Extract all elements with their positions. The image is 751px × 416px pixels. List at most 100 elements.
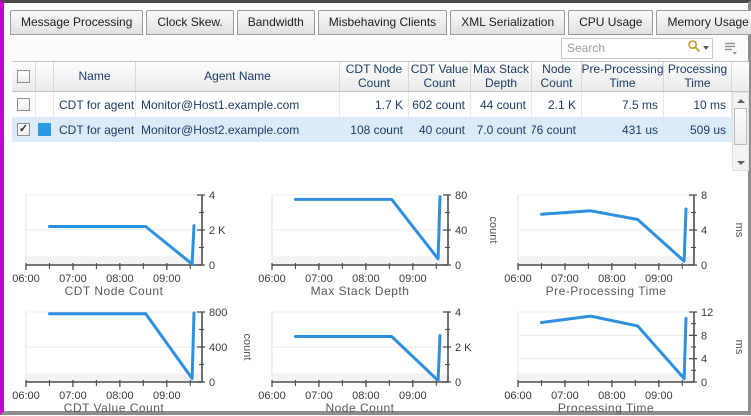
cell-pre-processing-time: 431 us [582,117,664,142]
svg-text:12: 12 [701,307,713,319]
svg-text:09:00: 09:00 [399,390,427,402]
svg-text:07:00: 07:00 [551,273,579,285]
chart-title: Pre-Processing Time [546,284,667,298]
arrow-down-icon [736,160,745,165]
toolbar [4,35,748,61]
column-header-agent-name[interactable]: Agent Name [136,62,340,91]
column-header-pre-processing-time[interactable]: Pre-Processing Time [582,62,664,91]
svg-text:0: 0 [209,377,215,389]
cell-name: CDT for agent 3 [54,92,136,117]
column-header-label: Agent Name [204,68,271,83]
svg-text:4: 4 [455,307,461,319]
row-checkbox-cell: ✓ [12,117,36,142]
svg-text:4: 4 [701,225,707,237]
svg-text:07:00: 07:00 [59,273,87,285]
svg-text:09:00: 09:00 [645,390,673,402]
table-row[interactable]: ✓ CDT for agent 5 Monitor@Host2.example.co… [12,117,749,142]
svg-text:2 K: 2 K [455,342,472,354]
tab-bandwidth[interactable]: Bandwidth [236,10,315,35]
svg-text:0: 0 [701,260,707,272]
column-header-label: Count [540,75,573,90]
scroll-up-button[interactable] [733,93,748,108]
search-box[interactable] [561,37,713,59]
chart-cdt-node-count: 0 2 K 4 06:00 07:00 08:00 09:00 CDT Node Count [8,189,254,299]
svg-text:08:00: 08:00 [352,273,380,285]
svg-text:0: 0 [455,260,461,272]
cell-cdt-node-count: 108 count [340,117,409,142]
chart-max-stack-depth: 0 40 80 count 06:00 07:00 08:00 09:00 Max Stack … [254,189,500,299]
column-header-label: Count [423,75,456,90]
table-body: CDT for agent 3 Monitor@Host1.example.com… [12,92,749,142]
magnifier-icon[interactable] [687,39,701,58]
chart-node-count: 0 2 K 4 06:00 07:00 08:00 09:00 Node Count [254,306,500,416]
column-header-name[interactable]: Name [54,62,136,91]
row-checkbox[interactable] [17,98,30,111]
chart-title: CDT Node Count [65,284,164,298]
cell-agent-name: Monitor@Host1.example.com [136,92,340,117]
cell-processing-time: 10 ms [664,92,732,117]
cell-agent-name: Monitor@Host2.example.com [136,117,340,142]
cell-pre-processing-time: 7.5 ms [582,92,664,117]
svg-text:count: count [241,334,253,361]
search-options-caret-icon[interactable] [703,46,709,50]
cell-cdt-node-count: 1.7 K [340,92,409,117]
tab-message-processing[interactable]: Message Processing [10,10,144,35]
table-row[interactable]: CDT for agent 3 Monitor@Host1.example.com… [12,92,749,117]
series-color-swatch [38,123,51,136]
cell-max-stack-depth: 7.0 count [471,117,532,142]
svg-text:07:00: 07:00 [59,390,87,402]
svg-text:0: 0 [209,260,215,272]
row-checkbox[interactable]: ✓ [17,123,30,136]
column-header-label: Count [357,75,391,90]
tab-clock-skew[interactable]: Clock Skew. [146,10,234,35]
tab-cpu-usage[interactable]: CPU Usage [568,10,654,35]
column-header-select[interactable] [12,62,36,91]
column-header-color[interactable] [36,62,54,91]
table-header-row: Name Agent Name CDT Node Count CDT Value Coun… [12,61,749,92]
svg-text:08:00: 08:00 [352,390,380,402]
tab-xml-serialization[interactable]: XML Serialization [450,10,566,35]
scroll-down-button[interactable] [733,155,748,170]
svg-text:800: 800 [209,307,227,319]
column-header-processing-time[interactable]: Processing Time [664,62,732,91]
svg-text:09:00: 09:00 [153,390,181,402]
tab-misbehaving-clients[interactable]: Misbehaving Clients [317,10,448,35]
svg-text:0: 0 [701,377,707,389]
svg-text:09:00: 09:00 [153,273,181,285]
chart-title: Processing Time [558,401,654,415]
vertical-scrollbar[interactable] [732,92,749,171]
svg-text:07:00: 07:00 [305,273,333,285]
column-header-max-stack-depth[interactable]: Max Stack Depth [471,62,532,91]
svg-text:8: 8 [701,330,707,342]
svg-text:06:00: 06:00 [12,273,40,285]
svg-text:06:00: 06:00 [258,390,286,402]
svg-text:08:00: 08:00 [106,390,134,402]
svg-text:40: 40 [455,225,467,237]
arrow-up-icon [736,98,745,103]
cell-max-stack-depth: 44 count [471,92,532,117]
column-header-cdt-node-count[interactable]: CDT Node Count [340,62,409,91]
column-header-label: CDT Value [410,62,469,76]
scrollbar-thumb[interactable] [734,108,747,145]
svg-text:07:00: 07:00 [305,390,333,402]
column-header-label: Depth [484,75,518,90]
svg-text:8: 8 [701,190,707,202]
cell-cdt-value-count: 40 count [409,117,471,142]
column-chooser-icon[interactable] [722,40,738,56]
cell-node-count: 2.1 K [532,92,582,117]
svg-text:ms: ms [733,223,745,238]
search-input[interactable] [562,41,687,55]
chart-cdt-value-count: 0 400 800 count 06:00 07:00 08:00 09:00 CDT Valu… [8,306,254,416]
svg-text:400: 400 [209,342,227,354]
svg-text:09:00: 09:00 [399,273,427,285]
select-all-checkbox[interactable] [17,70,30,83]
svg-text:08:00: 08:00 [598,273,626,285]
tab-memory-usage[interactable]: Memory Usage [656,10,751,35]
chart-title: CDT Value Count [64,401,165,415]
chart-title: Max Stack Depth [311,284,410,298]
svg-text:06:00: 06:00 [504,273,532,285]
column-header-label: Time [609,75,636,90]
column-header-cdt-value-count[interactable]: CDT Value Count [409,62,471,91]
column-header-node-count[interactable]: Node Count [532,62,582,91]
